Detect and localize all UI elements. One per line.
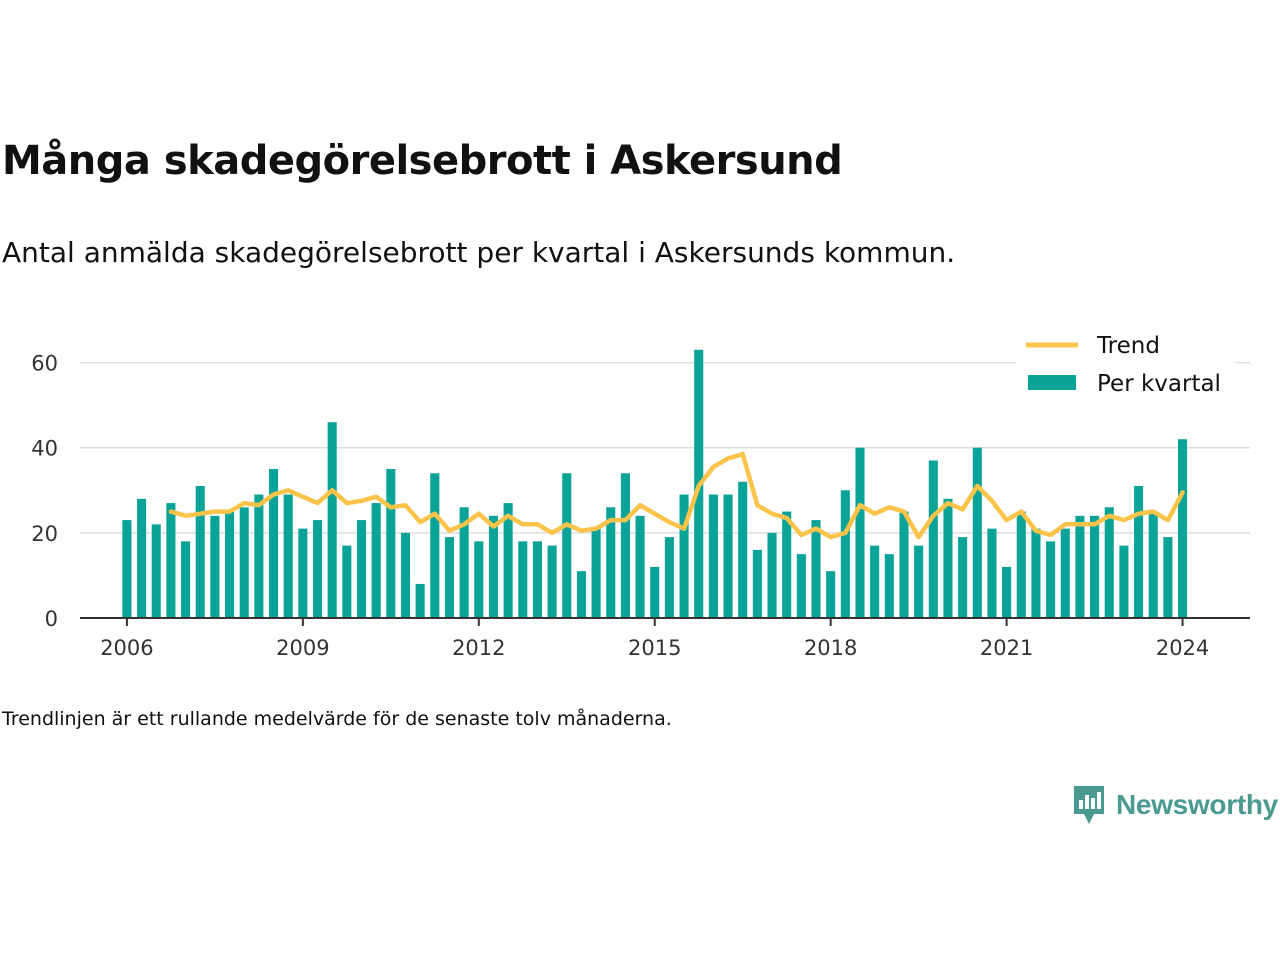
- bar: [1046, 541, 1056, 618]
- bar: [268, 469, 279, 618]
- bar: [312, 520, 323, 618]
- bar: [1104, 507, 1114, 618]
- bar: [664, 537, 674, 618]
- bar: [444, 537, 455, 618]
- bar: [899, 511, 909, 618]
- bar: [386, 469, 396, 618]
- footnote: Trendlinjen är ett rullande medelvärde f…: [2, 708, 672, 730]
- bar: [1060, 528, 1070, 618]
- x-tick-label: 2015: [628, 636, 681, 660]
- bar: [635, 515, 645, 618]
- bar: [1134, 486, 1144, 618]
- bar: [488, 515, 499, 618]
- legend-trend-label: Trend: [1096, 333, 1160, 359]
- bar: [943, 498, 953, 618]
- bar: [1090, 515, 1100, 618]
- bar: [298, 528, 308, 618]
- bar: [400, 532, 411, 618]
- x-tick-label: 2021: [980, 636, 1033, 660]
- bar: [928, 460, 938, 618]
- bar: [1031, 528, 1041, 618]
- bar: [371, 503, 381, 618]
- bar: [459, 507, 469, 618]
- legend-background: [1016, 326, 1236, 406]
- y-tick-label: 60: [31, 352, 58, 376]
- bar: [884, 554, 894, 618]
- bar: [855, 447, 865, 618]
- x-tick-label: 2024: [1156, 636, 1209, 660]
- bar: [826, 571, 836, 618]
- bar: [708, 494, 718, 618]
- bar: [1002, 566, 1012, 618]
- bar: [547, 545, 557, 618]
- bar: [239, 507, 249, 618]
- legend: Trend Per kvartal: [1016, 326, 1236, 406]
- bar: [327, 422, 337, 618]
- bar: [650, 566, 660, 618]
- y-tick-label: 20: [31, 522, 58, 546]
- bar: [474, 541, 484, 618]
- bar: [225, 511, 235, 618]
- bar: [811, 520, 821, 618]
- bar: [738, 481, 748, 618]
- bar: [210, 515, 220, 618]
- bar: [532, 541, 542, 618]
- brand-name: Newsworthy: [1116, 789, 1278, 820]
- y-tick-label: 0: [45, 607, 58, 631]
- legend-bar-swatch: [1028, 375, 1076, 390]
- bar: [972, 447, 982, 618]
- bar: [1016, 511, 1026, 618]
- bar: [181, 541, 191, 618]
- bar: [195, 486, 205, 618]
- bar: [840, 490, 850, 618]
- bar: [870, 545, 880, 618]
- bar: [987, 528, 997, 618]
- bar: [283, 494, 293, 618]
- bar: [576, 571, 586, 618]
- bar: [1178, 439, 1188, 618]
- brand-logo: Newsworthy: [1072, 784, 1278, 826]
- bar: [430, 473, 440, 618]
- y-tick-label: 40: [31, 437, 58, 461]
- bar: [122, 520, 132, 618]
- bar-series: [122, 349, 1188, 618]
- bar: [1119, 545, 1129, 618]
- bar: [606, 507, 616, 618]
- bar: [767, 532, 777, 618]
- bar: [254, 494, 264, 618]
- trend-line: [168, 451, 1185, 540]
- bar-chart-speech-bubble-icon: [1074, 786, 1104, 824]
- bar: [518, 541, 528, 618]
- bar: [1163, 537, 1173, 618]
- bar: [796, 554, 806, 618]
- chart-canvas: 0 20 40 60 2006 2009 2012 2015 2018 2021 2024 Tren…: [31, 326, 1250, 660]
- bar: [166, 503, 176, 618]
- bar: [562, 473, 572, 618]
- bar: [137, 498, 147, 618]
- x-tick-label: 2012: [452, 636, 505, 660]
- legend-bar-label: Per kvartal: [1097, 371, 1221, 397]
- bar: [591, 528, 601, 618]
- bar: [752, 549, 762, 618]
- x-tick-label: 2009: [276, 636, 329, 660]
- bar: [914, 545, 924, 618]
- bar: [151, 524, 161, 618]
- bar: [1148, 511, 1158, 618]
- bar: [620, 473, 630, 618]
- axes: 0 20 40 60 2006 2009 2012 2015 2018 2021 2024: [31, 352, 1250, 660]
- bar: [782, 511, 792, 618]
- x-tick-label: 2018: [804, 636, 857, 660]
- bar: [356, 520, 367, 618]
- bar: [503, 503, 513, 618]
- bar: [1075, 515, 1085, 618]
- bar: [415, 583, 425, 618]
- trend-series: [168, 451, 1185, 540]
- bar: [679, 494, 689, 618]
- bar: [958, 537, 968, 618]
- x-tick-label: 2006: [100, 636, 153, 660]
- bar: [342, 545, 352, 618]
- chart-title: Många skadegörelsebrott i Askersund: [2, 138, 843, 184]
- bar: [723, 494, 733, 618]
- chart-subtitle: Antal anmälda skadegörelsebrott per kvar…: [2, 236, 956, 269]
